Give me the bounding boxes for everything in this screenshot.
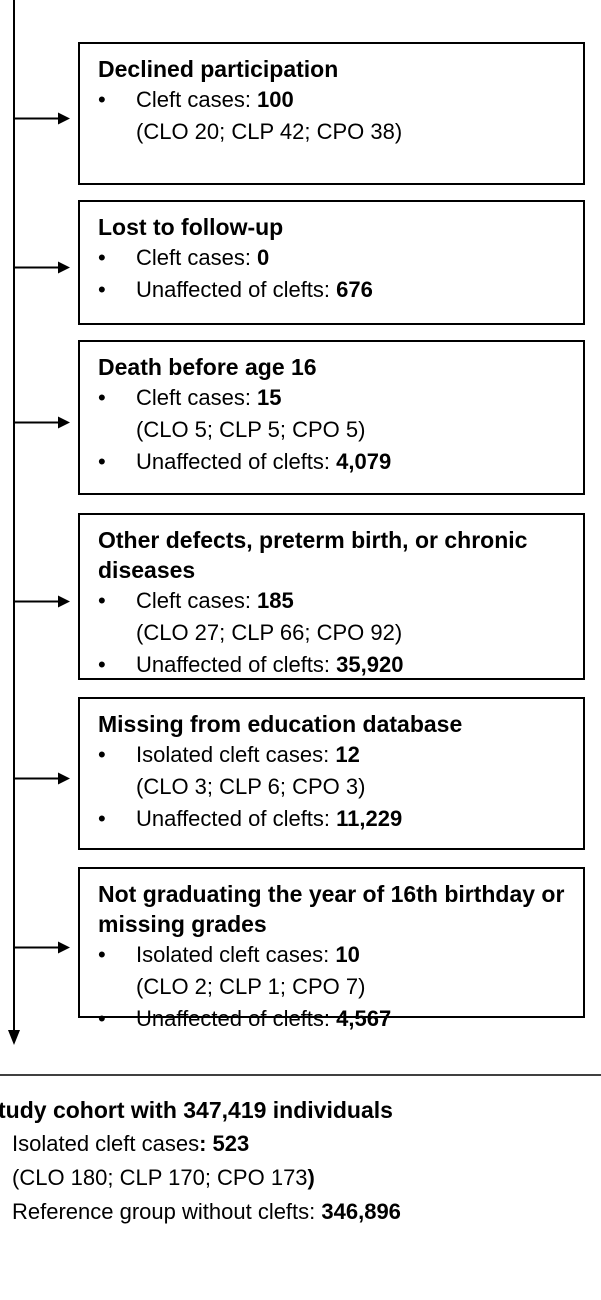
bullet-item: • Unaffected of clefts: 11,229 (98, 803, 573, 835)
cohort: tudy cohort with 347,419 individuals Isol… (0, 1093, 601, 1229)
cohort-line: Isolated cleft cases: 523 (0, 1127, 601, 1161)
bullet: • (98, 385, 106, 410)
item-value: 11,229 (336, 806, 403, 831)
box-title: Death before age 16 (98, 354, 317, 380)
arrowhead (58, 772, 70, 785)
item-value: 35,920 (336, 652, 404, 677)
item-value: 4,567 (336, 1006, 392, 1031)
bullet: • (98, 942, 106, 967)
line-label: (CLO 180; CLP 170; CPO 173 (12, 1165, 308, 1190)
item-value: 185 (257, 588, 294, 613)
item-label: Unaffected of clefts: (136, 652, 337, 677)
cohort-line: (CLO 180; CLP 170; CPO 173) (0, 1161, 601, 1195)
item-label: Unaffected of clefts: (136, 449, 337, 474)
item-detail: (CLO 20; CLP 42; CPO 38) (136, 119, 403, 144)
item-value: 10 (335, 942, 360, 967)
bullet: • (98, 87, 106, 112)
item-value: 100 (257, 87, 294, 112)
item-value: 12 (335, 742, 360, 767)
line-value: ) (307, 1165, 315, 1190)
item-label: Unaffected of clefts: (136, 1006, 337, 1031)
item-value: 0 (257, 245, 270, 270)
item-label: Unaffected of clefts: (136, 806, 337, 831)
arrowhead (58, 416, 70, 429)
cohort-line: Reference group without clefts: 346,896 (0, 1195, 601, 1229)
exclusion-box: Not graduating the year of 16th birthday… (78, 867, 585, 1031)
bullet: • (98, 277, 106, 302)
bullet-item: • Cleft cases: 15 (98, 382, 573, 414)
exclusion-box: Lost to follow-up • Cleft cases: 0 • Unaffec… (78, 200, 585, 325)
item-value: 676 (336, 277, 373, 302)
arrowhead (8, 1030, 20, 1045)
item-detail: (CLO 5; CLP 5; CPO 5) (136, 417, 366, 442)
exclusion-box: Missing from education database • Isolated… (78, 697, 585, 850)
line-value: : 523 (199, 1131, 250, 1156)
bullet-item: • Isolated cleft cases: 10 (98, 939, 573, 971)
line-label: Reference group without clefts: (12, 1199, 322, 1224)
item-value: 4,079 (336, 449, 392, 474)
line-label: Isolated cleft cases (12, 1131, 200, 1156)
item-label: Cleft cases: (136, 87, 258, 112)
bullet-item: • Unaffected of clefts: 4,079 (98, 446, 573, 478)
arrowhead (58, 112, 70, 125)
item-label: Cleft cases: (136, 588, 258, 613)
item-detail: (CLO 2; CLP 1; CPO 7) (136, 974, 366, 999)
exclusion-box: Death before age 16 • Cleft cases: 15 (CLO … (78, 340, 585, 495)
bullet: • (98, 742, 106, 767)
box-title: Lost to follow-up (98, 214, 284, 240)
bullet-item: • Unaffected of clefts: 676 (98, 274, 573, 306)
bullet: • (98, 449, 106, 474)
bullet: • (98, 1006, 106, 1031)
bullet-item: • Cleft cases: 0 (98, 242, 573, 274)
item-label: Cleft cases: (136, 245, 258, 270)
exclusion-box: Other defects, preterm birth, or chronic… (78, 513, 585, 680)
exclusion-box: Declined participation • Cleft cases: 100 (… (78, 42, 585, 185)
line-value: 346,896 (321, 1199, 401, 1224)
item-label: Cleft cases: (136, 385, 258, 410)
bullet-item: • Unaffected of clefts: 35,920 (98, 649, 573, 681)
box-title: Other defects, preterm birth, or chronic… (98, 527, 528, 583)
box-title: Missing from education database (98, 711, 463, 737)
box-title: Not graduating the year of 16th birthday… (98, 881, 565, 937)
bullet: • (98, 806, 106, 831)
arrowhead (58, 595, 70, 608)
bullet-item: • Isolated cleft cases: 12 (98, 739, 573, 771)
bullet: • (98, 652, 106, 677)
item-label: Isolated cleft cases: (136, 742, 336, 767)
arrowhead (58, 941, 70, 954)
bullet-item: • Cleft cases: 100 (98, 84, 573, 116)
box-title: Declined participation (98, 56, 339, 82)
bullet: • (98, 588, 106, 613)
bullet: • (98, 245, 106, 270)
item-label: Unaffected of clefts: (136, 277, 337, 302)
cohort-title: tudy cohort with 347,419 individuals (0, 1097, 393, 1123)
item-detail: (CLO 27; CLP 66; CPO 92) (136, 620, 403, 645)
item-value: 15 (257, 385, 282, 410)
arrowhead (58, 261, 70, 274)
item-label: Isolated cleft cases: (136, 942, 336, 967)
bullet-item: • Unaffected of clefts: 4,567 (98, 1003, 573, 1035)
bullet-item: • Cleft cases: 185 (98, 585, 573, 617)
item-detail: (CLO 3; CLP 6; CPO 3) (136, 774, 366, 799)
